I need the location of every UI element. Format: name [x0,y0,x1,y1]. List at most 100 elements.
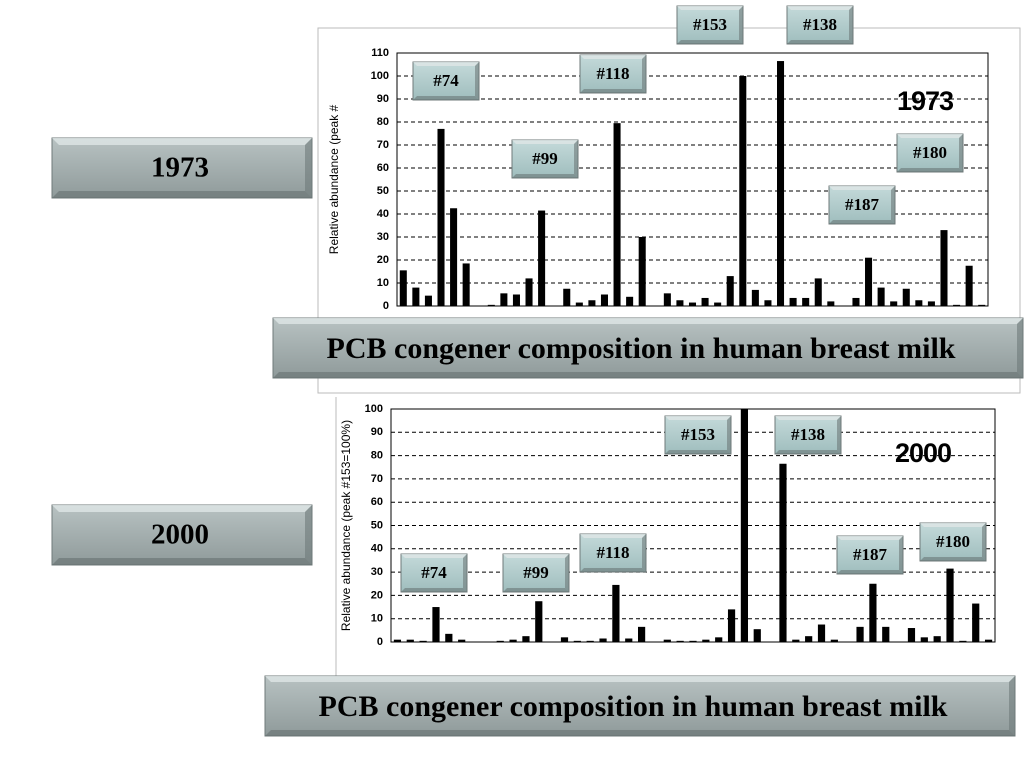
callout [836,535,904,575]
bar [882,626,890,642]
y-tick-label: 90 [371,426,383,438]
bar [789,297,797,306]
y-tick-label: 10 [371,613,383,625]
caption-box-bevel [1017,318,1023,378]
bar [852,297,860,306]
callout-bevel [677,6,743,10]
bar [663,639,671,642]
y-tick-label: 70 [371,473,383,485]
y-tick-label: 20 [371,589,383,601]
bar [714,302,722,306]
bar [946,568,954,642]
callout-bevel [642,55,646,93]
callout-bevel [982,523,986,561]
bar [953,304,961,306]
callout-bevel [897,134,963,138]
bar [933,636,941,642]
bar [802,297,810,306]
year-box-bevel [52,191,312,198]
callout-bevel [503,554,569,558]
callout-bevel [891,186,895,224]
bar [638,237,646,306]
year-box-bevel [305,138,312,198]
bar [663,293,671,306]
callout-bevel [512,174,578,178]
callout-label: #153 [693,15,727,34]
bar [927,301,935,306]
y-tick-label: 90 [377,93,389,105]
caption-box-bevel [273,318,1023,324]
callout-bevel [413,62,479,66]
y-tick-label: 50 [377,185,389,197]
bar [419,640,427,642]
callout-bevel [475,62,479,100]
callout-bevel [787,40,853,44]
bar [626,296,634,306]
callout-bevel [665,416,731,420]
callout-bevel [580,55,646,59]
callout [919,522,987,562]
caption-box-bevel [1009,676,1015,736]
callout-bevel [775,450,841,454]
callout-bevel [512,140,578,144]
bar [599,638,607,642]
bar [779,463,787,642]
callout-label: #138 [803,15,837,34]
bar [972,603,980,642]
bar [487,304,495,306]
bar [959,640,967,642]
bar [445,633,453,642]
bar [978,304,986,306]
bar [777,61,785,306]
callout-bevel [642,534,646,572]
bar [613,123,621,307]
bar [940,230,948,306]
caption-box [264,675,1016,737]
y-tick-label: 70 [377,139,389,151]
bar [865,257,873,306]
bar [877,287,885,306]
y-tick-label: 110 [371,47,389,59]
callout [511,139,579,179]
callout-label: #180 [936,532,970,551]
bar [753,629,761,642]
callout-label: #153 [681,425,715,444]
y-tick-label: 40 [371,543,383,555]
y-tick-label: 100 [371,70,389,82]
bar [676,300,684,306]
caption-box [272,317,1024,379]
callout-label: #187 [845,195,880,214]
callout-bevel [837,416,841,454]
bar [902,288,910,306]
bar [432,607,440,642]
callout-label: #138 [791,425,825,444]
callout-bevel [899,536,903,574]
y-tick-label: 0 [383,300,389,312]
caption: PCB congener composition in human breast… [327,332,956,365]
bar [715,637,723,642]
bar [424,295,432,306]
bar [575,302,583,306]
y-tick-label: 40 [377,208,389,220]
bar [450,208,458,306]
callout-bevel [503,588,569,592]
callout-bevel [463,554,467,592]
callout-bevel [775,416,841,420]
bar [726,276,734,306]
year-box-bevel [52,558,312,565]
callout-bevel [580,534,646,538]
caption: PCB congener composition in human breast… [319,690,948,723]
bar [907,628,916,642]
callout-bevel [565,554,569,592]
bar [399,270,407,306]
bar [625,638,633,642]
callout-bevel [677,40,743,44]
callout-label: #99 [532,149,558,168]
callout-label: #74 [433,71,459,90]
bar [689,640,697,642]
callout-bevel [665,450,731,454]
caption-box-bevel [265,676,1015,682]
bar [920,637,928,642]
bar [751,289,759,306]
year-label: 2000 [151,519,209,551]
